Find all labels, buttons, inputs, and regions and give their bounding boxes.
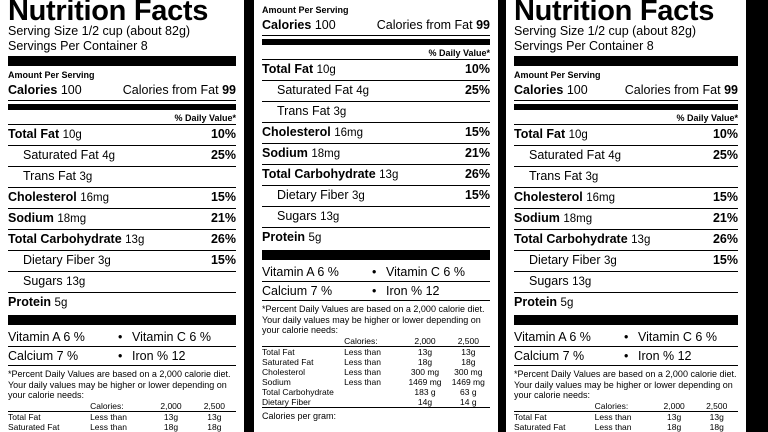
nutrient-row: Total Carbohydrate 13g 26%: [8, 230, 236, 251]
nutrient-row: Saturated Fat 4g 25%: [262, 81, 490, 102]
nutrient-row: Protein 5g: [8, 295, 68, 309]
nutrient-row: Total Fat 10g 10%: [8, 125, 236, 146]
calories-per-gram: Calories per gram:: [262, 410, 337, 421]
nutrition-label-middle: Amount Per Serving Calories 100 Calories…: [254, 0, 498, 432]
nutrient-row: Cholesterol 16mg 15%: [8, 188, 236, 209]
nutrient-row: Protein 5g: [262, 230, 322, 244]
nutrient-row: Sodium 18mg 21%: [8, 209, 236, 230]
nutrient-row: Total Carbohydrate 13g 26%: [514, 230, 738, 251]
amount-per-serving: Amount Per Serving: [262, 5, 349, 15]
divider-thick: [8, 56, 236, 66]
vitamin-row: Vitamin A 6 % • Vitamin C 6 %: [262, 265, 465, 279]
label-title: Nutrition Facts: [514, 0, 715, 27]
divider-thick: [8, 315, 236, 325]
nutrient-row: Total Fat 10g 10%: [514, 125, 738, 146]
footnote: *Percent Daily Values are based on a 2,0…: [262, 304, 485, 335]
nutrient-row: Total Fat 10g 10%: [262, 60, 490, 81]
calories-row: Calories 100 Calories from Fat 99: [8, 81, 236, 101]
nutrient-row: Sugars 13g: [262, 207, 490, 228]
calories-row: Calories 100 Calories from Fat 99: [514, 81, 738, 101]
vitamin-row: Vitamin A 6 % • Vitamin C 6 %: [8, 330, 211, 344]
nutrient-row: Protein 5g: [514, 295, 574, 309]
calories-fat-value: 99: [222, 83, 236, 97]
footnote: *Percent Daily Values are based on a 2,0…: [514, 369, 737, 400]
calories-value: 100: [60, 83, 82, 97]
vitamin-row: Vitamin A 6 % • Vitamin C 6 %: [514, 330, 717, 344]
nutrient-row: Cholesterol 16mg 15%: [514, 188, 738, 209]
nutrient-row: Sodium 18mg 21%: [262, 144, 490, 165]
nutrient-row: Trans Fat 3g: [514, 167, 738, 188]
amount-per-serving: Amount Per Serving: [8, 70, 95, 80]
nutrition-label-right: Nutrition Facts Serving Size 1/2 cup (ab…: [506, 0, 746, 432]
nutrient-row: Dietary Fiber 3g 15%: [514, 251, 738, 272]
serving-size: Serving Size 1/2 cup (about 82g): [8, 24, 191, 38]
nutrient-row: Sugars 13g: [8, 272, 236, 293]
calories-label: Calories: [8, 83, 58, 97]
daily-values-table: Calories: 2,000 2,500 Total Fat Less than 13…: [262, 335, 490, 408]
nutrient-row: Trans Fat 3g: [8, 167, 236, 188]
mineral-row: Calcium 7 % • Iron % 12: [514, 349, 692, 363]
nutrient-row: Saturated Fat 4g 25%: [514, 146, 738, 167]
nutrient-row: Dietary Fiber 3g 15%: [262, 186, 490, 207]
divider-mid: [8, 104, 236, 110]
nutrient-row: Sodium 18mg 21%: [514, 209, 738, 230]
label-title: Nutrition Facts: [8, 0, 209, 27]
calories-row: Calories 100 Calories from Fat 99: [262, 16, 490, 36]
daily-values-table: Calories: 2,000 2,500 Total Fat Less than 13…: [8, 400, 236, 432]
mineral-row: Calcium 7 % • Iron % 12: [262, 284, 440, 298]
nutrient-row: Sugars 13g: [514, 272, 738, 293]
nutrient-row: Cholesterol 16mg 15%: [262, 123, 490, 144]
nutrition-label-left: Nutrition Facts Serving Size 1/2 cup (ab…: [0, 0, 244, 432]
daily-values-table: Calories: 2,000 2,500 Total Fat Less than 13…: [514, 400, 738, 432]
nutrient-row: Trans Fat 3g: [262, 102, 490, 123]
calories-fat-label: Calories from Fat: [122, 83, 219, 97]
mineral-row: Calcium 7 % • Iron % 12: [8, 349, 186, 363]
nutrient-row: Saturated Fat 4g 25%: [8, 146, 236, 167]
nutrient-row: Dietary Fiber 3g 15%: [8, 251, 236, 272]
daily-value-header: % Daily Value*: [8, 112, 236, 125]
nutrient-row: Total Carbohydrate 13g 26%: [262, 165, 490, 186]
servings-per-container: Servings Per Container 8: [8, 39, 148, 53]
footnote: *Percent Daily Values are based on a 2,0…: [8, 369, 231, 400]
